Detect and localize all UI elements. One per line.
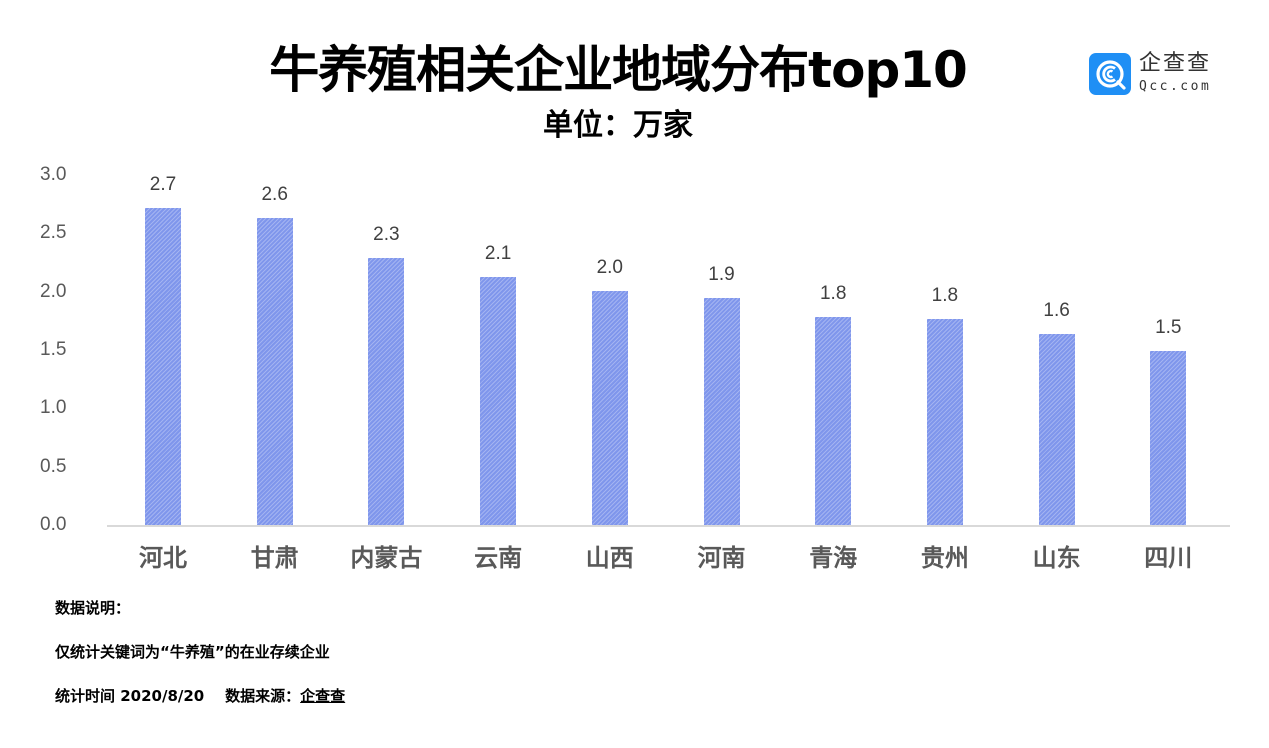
x-tick-label: 云南 bbox=[474, 544, 523, 572]
x-tick-label: 山东 bbox=[1032, 544, 1081, 572]
chart-title: 牛养殖相关企业地域分布top10 bbox=[269, 41, 968, 99]
x-tick-label: 河南 bbox=[697, 544, 746, 572]
logo-name: 企查查 bbox=[1139, 51, 1212, 76]
bar bbox=[256, 218, 293, 525]
bar-value-label: 2.7 bbox=[149, 173, 177, 195]
x-tick-label: 内蒙古 bbox=[350, 544, 423, 572]
y-tick-label: 2.5 bbox=[40, 222, 67, 244]
x-tick-label: 贵州 bbox=[920, 544, 969, 572]
notes-source-name: 企查查 bbox=[300, 687, 346, 705]
bar bbox=[926, 318, 963, 525]
bar-value-label: 1.6 bbox=[1043, 299, 1070, 321]
bar-value-label: 2.0 bbox=[596, 256, 623, 278]
x-tick-label: 山西 bbox=[585, 544, 634, 572]
notes-source: 统计时间 2020/8/20 数据来源：企查查 bbox=[55, 686, 345, 706]
bar-value-label: 1.8 bbox=[931, 284, 959, 306]
bar-value-label: 1.9 bbox=[708, 263, 735, 285]
x-tick-label: 青海 bbox=[809, 544, 858, 572]
x-tick-label: 四川 bbox=[1144, 544, 1193, 572]
bar bbox=[1038, 333, 1075, 525]
bar-value-label: 2.6 bbox=[261, 184, 288, 206]
y-tick-label: 2.0 bbox=[40, 280, 67, 302]
bar bbox=[591, 290, 628, 525]
bar-value-label: 1.8 bbox=[819, 283, 847, 305]
y-tick-label: 1.0 bbox=[40, 397, 67, 419]
bar bbox=[1150, 351, 1187, 525]
y-tick-label: 3.0 bbox=[40, 164, 67, 185]
y-tick-label: 0.0 bbox=[40, 514, 67, 535]
y-tick-label: 0.5 bbox=[40, 455, 67, 477]
bar bbox=[815, 317, 852, 525]
x-tick-label: 甘肃 bbox=[250, 544, 299, 572]
bar bbox=[145, 207, 181, 525]
qcc-logo-icon bbox=[1089, 53, 1131, 95]
bar bbox=[480, 276, 517, 525]
chart-subtitle: 单位：万家 bbox=[543, 108, 693, 143]
bar-chart: 0.0 0.5 1.0 1.5 2.0 2.5 3.0 2.7 2.6 2.3 2.1 2.0 1.9… bbox=[40, 164, 1230, 572]
qcc-logo: 企查查 Qcc.com bbox=[1089, 51, 1229, 99]
bar-value-label: 1.5 bbox=[1155, 317, 1182, 339]
bar-value-label: 2.3 bbox=[373, 223, 400, 245]
logo-domain: Qcc.com bbox=[1139, 79, 1212, 94]
bar-value-label: 2.1 bbox=[484, 242, 512, 264]
x-tick-label: 河北 bbox=[139, 544, 187, 572]
bar bbox=[703, 297, 740, 525]
notes-date: 统计时间 2020/8/20 数据来源： bbox=[55, 687, 301, 705]
bar bbox=[368, 257, 405, 525]
x-axis-line bbox=[107, 525, 1230, 527]
notes-heading: 数据说明： bbox=[55, 599, 131, 617]
notes-scope: 仅统计关键词为“牛养殖”的在业存续企业 bbox=[55, 643, 330, 661]
y-tick-label: 1.5 bbox=[40, 339, 67, 360]
